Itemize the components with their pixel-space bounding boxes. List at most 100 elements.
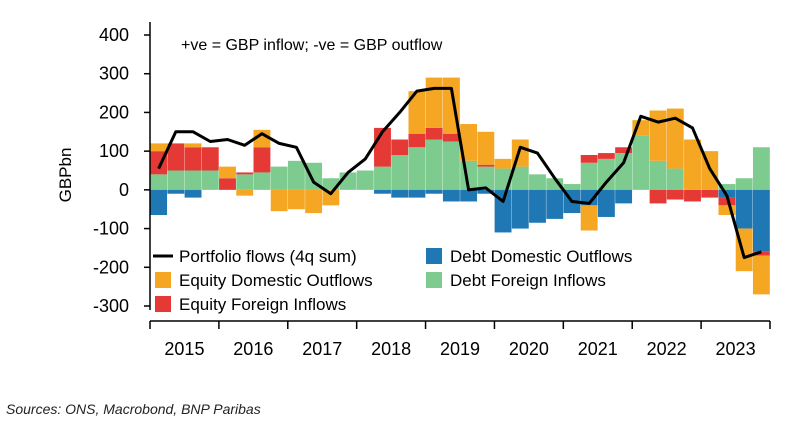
bar-debt_foreign-2 xyxy=(184,170,202,190)
bar-debt_domestic-20 xyxy=(494,189,512,233)
bar-debt_domestic-15 xyxy=(408,189,426,198)
legend-label-equity_domestic: Equity Domestic Outflows xyxy=(179,271,373,290)
y-tick-label-5: 200 xyxy=(99,102,129,122)
x-tick-label-2018: 2018 xyxy=(371,339,411,359)
bar-debt_foreign-0 xyxy=(150,174,168,190)
bar-debt_foreign-9 xyxy=(305,162,323,190)
legend-label-equity_foreign: Equity Foreign Inflows xyxy=(179,295,346,314)
bar-debt_foreign-17 xyxy=(442,141,460,190)
bar-debt_domestic-23 xyxy=(546,189,564,219)
bar-debt_foreign-5 xyxy=(236,174,254,190)
bar-debt_domestic-19 xyxy=(477,189,495,194)
bar-equity_foreign-4 xyxy=(219,178,236,190)
bar-equity_domestic-30 xyxy=(666,108,684,169)
bar-debt_foreign-21 xyxy=(511,166,529,190)
bar-equity_domestic-29 xyxy=(649,110,667,161)
x-tick-label-2023: 2023 xyxy=(716,339,756,359)
bar-equity_foreign-27 xyxy=(615,147,633,154)
bar-debt_foreign-3 xyxy=(201,170,219,190)
bar-equity_domestic-33 xyxy=(718,205,736,216)
bar-debt_foreign-16 xyxy=(425,139,443,190)
bar-equity_domestic-4 xyxy=(219,166,236,179)
bar-debt_domestic-27 xyxy=(615,189,633,204)
bar-debt_domestic-2 xyxy=(184,189,202,198)
bar-equity_domestic-20 xyxy=(494,158,512,169)
source-note: Sources: ONS, Macrobond, BNP Paribas xyxy=(6,401,261,417)
bar-debt_foreign-15 xyxy=(408,147,426,190)
bar-equity_domestic-19 xyxy=(477,131,495,165)
legend-label-line: Portfolio flows (4q sum) xyxy=(179,247,357,266)
bar-debt_foreign-19 xyxy=(477,166,495,190)
bar-debt_domestic-35 xyxy=(752,189,770,252)
legend-label-debt_foreign: Debt Foreign Inflows xyxy=(450,271,606,290)
bar-debt_foreign-10 xyxy=(322,178,340,190)
bar-equity_foreign-29 xyxy=(649,189,667,204)
bar-debt_domestic-18 xyxy=(460,189,478,202)
bar-debt_foreign-1 xyxy=(167,170,185,190)
bar-equity_domestic-8 xyxy=(287,189,305,210)
bar-debt_domestic-34 xyxy=(735,189,753,229)
y-tick-label-3: 0 xyxy=(119,180,129,200)
bar-debt_domestic-22 xyxy=(529,189,546,223)
bar-equity_domestic-35 xyxy=(752,255,770,295)
y-tick-label-2: -100 xyxy=(93,219,129,239)
x-tick-label-2015: 2015 xyxy=(164,339,204,359)
bar-equity_domestic-0 xyxy=(150,143,168,152)
x-tick-label-2021: 2021 xyxy=(578,339,618,359)
bar-equity_foreign-5 xyxy=(236,172,254,175)
bar-equity_foreign-16 xyxy=(425,127,443,140)
bar-equity_foreign-3 xyxy=(201,147,219,171)
bar-debt_domestic-16 xyxy=(425,189,443,194)
bar-debt_foreign-35 xyxy=(752,147,770,190)
bar-equity_foreign-15 xyxy=(408,133,426,148)
bar-debt_foreign-34 xyxy=(735,178,753,190)
legend-label-debt_domestic: Debt Domestic Outflows xyxy=(450,247,632,266)
bar-equity_foreign-14 xyxy=(391,139,409,156)
y-axis-label: GBPbn xyxy=(56,148,75,203)
x-tick-label-2019: 2019 xyxy=(440,339,480,359)
bar-equity_domestic-7 xyxy=(270,189,288,212)
x-tick-label-2017: 2017 xyxy=(302,339,342,359)
axes-layer: -300 -200 -100 0 100 200 300 400 2015 2016 2017 201… xyxy=(93,22,771,359)
bar-debt_foreign-24 xyxy=(563,184,581,190)
bar-equity_domestic-10 xyxy=(322,189,340,206)
bar-equity_domestic-25 xyxy=(580,205,598,231)
bar-equity_foreign-35 xyxy=(752,251,770,256)
x-tick-label-2022: 2022 xyxy=(647,339,687,359)
bar-debt_foreign-27 xyxy=(615,153,633,190)
y-tick-label-6: 300 xyxy=(99,64,129,84)
bar-debt_domestic-17 xyxy=(442,189,460,202)
y-tick-label-4: 100 xyxy=(99,141,129,161)
bar-equity_domestic-15 xyxy=(408,91,426,134)
legend-swatch-equity_foreign xyxy=(155,296,171,312)
bar-debt_foreign-25 xyxy=(580,162,598,190)
y-tick-label-1: -200 xyxy=(93,257,129,277)
bar-debt_foreign-33 xyxy=(718,184,736,190)
bar-debt_foreign-13 xyxy=(374,166,391,190)
bar-debt_domestic-1 xyxy=(167,189,185,194)
bar-debt_foreign-8 xyxy=(287,160,305,190)
bar-debt_foreign-23 xyxy=(546,178,564,190)
bar-equity_foreign-17 xyxy=(442,133,460,142)
bar-debt_domestic-0 xyxy=(150,189,168,216)
line-layer xyxy=(157,86,762,260)
bar-equity_domestic-6 xyxy=(253,129,271,148)
legend: Portfolio flows (4q sum) Debt Domestic Ou… xyxy=(153,247,632,314)
bar-equity_domestic-31 xyxy=(684,139,701,190)
bar-debt_domestic-14 xyxy=(391,189,409,198)
legend-swatch-debt_foreign xyxy=(426,272,442,288)
chart-annotation: +ve = GBP inflow; -ve = GBP outflow xyxy=(181,37,443,54)
bar-equity_foreign-30 xyxy=(666,189,684,200)
bar-equity_foreign-19 xyxy=(477,164,495,167)
bar-equity_domestic-16 xyxy=(425,77,443,128)
bar-equity_domestic-2 xyxy=(184,143,202,148)
bar-equity_foreign-25 xyxy=(580,155,598,163)
portfolio-flows-line xyxy=(157,86,762,260)
bar-debt_domestic-21 xyxy=(511,189,529,229)
bar-equity_foreign-26 xyxy=(597,153,615,159)
x-tick-label-2016: 2016 xyxy=(233,339,273,359)
bar-debt_foreign-7 xyxy=(270,166,288,190)
bar-equity_foreign-33 xyxy=(718,197,736,206)
bar-equity_foreign-31 xyxy=(684,189,701,202)
